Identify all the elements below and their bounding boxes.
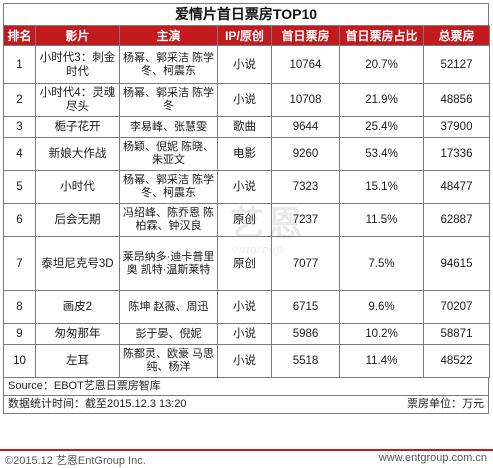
rank-cell: 9 [3, 323, 36, 345]
table-row: 9 匆匆那年 彭于晏、倪妮 小说 5986 10.2% 58871 [3, 323, 490, 345]
share-cell: 11.5% [339, 203, 424, 237]
share-cell: 25.4% [339, 116, 424, 138]
total-cell: 17336 [423, 137, 490, 171]
first-day-cell: 5518 [271, 344, 340, 378]
table-title: 爱情片首日票房TOP10 [3, 3, 489, 25]
brand-divider [0, 449, 493, 451]
first-day-cell: 7077 [271, 236, 340, 291]
stat-row: 数据统计时间：截至2015.12.3 13:20 票房单位：万元 [3, 396, 489, 414]
share-cell: 9.6% [339, 290, 424, 324]
share-cell: 15.1% [339, 170, 424, 204]
header-total: 总票房 [423, 25, 490, 46]
stat-time: 数据统计时间：截至2015.12.3 13:20 [8, 398, 187, 410]
total-cell: 58871 [423, 323, 490, 345]
table-row: 10 左耳 陈都灵、欧豪 马思纯、杨洋 小说 5518 11.4% 48522 [3, 344, 490, 378]
header-film: 影片 [35, 25, 120, 46]
total-cell: 37900 [423, 116, 490, 138]
ip-cell: 小说 [217, 170, 272, 204]
unit-note: 票房单位：万元 [407, 398, 484, 410]
table-row: 1 小时代3：刺金时代 杨幂、郭采洁 陈学冬、柯震东 小说 10764 20.7% 5212… [3, 45, 490, 84]
total-cell: 48522 [423, 344, 490, 378]
first-day-cell: 10764 [271, 45, 340, 84]
first-day-cell: 7323 [271, 170, 340, 204]
first-day-cell: 9644 [271, 116, 340, 138]
cast-cell: 杨幂、郭采洁 陈学冬、柯震东 [119, 45, 218, 84]
rank-cell: 8 [3, 290, 36, 324]
copyright-text: ©2015.12 艺恩EntGroup Inc. [5, 455, 146, 467]
cast-cell: 李易峰、张慧雯 [119, 116, 218, 138]
ip-cell: 歌曲 [217, 116, 272, 138]
header-rank: 排名 [3, 25, 36, 46]
total-cell: 94615 [423, 236, 490, 291]
first-day-cell: 5986 [271, 323, 340, 345]
rank-cell: 6 [3, 203, 36, 237]
film-cell: 栀子花开 [35, 116, 120, 138]
cast-cell: 杨幂、郭采洁 陈学冬 [119, 83, 218, 117]
box-office-table: 排名 影片 主演 IP/原创 首日票房 首日票房占比 总票房 1 小时代3：刺金时… [3, 25, 490, 378]
total-cell: 52127 [423, 45, 490, 84]
table-row: 5 小时代 杨幂、郭采洁 陈学冬、柯震东 小说 7323 15.1% 48477 [3, 170, 490, 204]
film-cell: 小时代4：灵魂尽头 [35, 83, 120, 117]
header-share: 首日票房占比 [339, 25, 424, 46]
total-cell: 62887 [423, 203, 490, 237]
film-cell: 小时代 [35, 170, 120, 204]
header-first-day: 首日票房 [271, 25, 340, 46]
ip-cell: 小说 [217, 323, 272, 345]
share-cell: 10.2% [339, 323, 424, 345]
rank-cell: 10 [3, 344, 36, 378]
first-day-cell: 10708 [271, 83, 340, 117]
share-cell: 20.7% [339, 45, 424, 84]
share-cell: 21.9% [339, 83, 424, 117]
table-row: 6 后会无期 冯绍峰、陈乔恩 陈柏霖、钟汉良 原创 7237 11.5% 62887 [3, 203, 490, 237]
ip-cell: 小说 [217, 83, 272, 117]
rank-cell: 2 [3, 83, 36, 117]
total-cell: 70207 [423, 290, 490, 324]
table-row: 8 画皮2 陈坤 赵薇、周迅 小说 6715 9.6% 70207 [3, 290, 490, 324]
table-row: 7 泰坦尼克号3D 莱昂纳多·迪卡普里奥 凯特·温斯莱特 原创 7077 7.5% 9461… [3, 236, 490, 291]
rank-cell: 7 [3, 236, 36, 291]
rank-cell: 5 [3, 170, 36, 204]
film-cell: 新娘大作战 [35, 137, 120, 171]
cast-cell: 陈坤 赵薇、周迅 [119, 290, 218, 324]
share-cell: 53.4% [339, 137, 424, 171]
table-frame: 爱情片首日票房TOP10 排名 影片 主演 IP/原创 首日票房 首日票房占比 … [3, 3, 490, 414]
rank-cell: 1 [3, 45, 36, 84]
table-row: 3 栀子花开 李易峰、张慧雯 歌曲 9644 25.4% 37900 [3, 116, 490, 138]
ip-cell: 小说 [217, 290, 272, 324]
film-cell: 匆匆那年 [35, 323, 120, 345]
rank-cell: 3 [3, 116, 36, 138]
film-cell: 泰坦尼克号3D [35, 236, 120, 291]
cast-cell: 莱昂纳多·迪卡普里奥 凯特·温斯莱特 [119, 236, 218, 291]
ip-cell: 原创 [217, 236, 272, 291]
ip-cell: 电影 [217, 137, 272, 171]
ip-cell: 原创 [217, 203, 272, 237]
header-ip: IP/原创 [217, 25, 272, 46]
first-day-cell: 9260 [271, 137, 340, 171]
first-day-cell: 6715 [271, 290, 340, 324]
total-cell: 48856 [423, 83, 490, 117]
total-cell: 48477 [423, 170, 490, 204]
film-cell: 左耳 [35, 344, 120, 378]
first-day-cell: 7237 [271, 203, 340, 237]
rank-cell: 4 [3, 137, 36, 171]
website-link[interactable]: www.entgroup.com.cn [378, 452, 487, 464]
header-cast: 主演 [119, 25, 218, 46]
table-row: 2 小时代4：灵魂尽头 杨幂、郭采洁 陈学冬 小说 10708 21.9% 48856 [3, 83, 490, 117]
film-cell: 后会无期 [35, 203, 120, 237]
ip-cell: 小说 [217, 45, 272, 84]
share-cell: 11.4% [339, 344, 424, 378]
film-cell: 小时代3：刺金时代 [35, 45, 120, 84]
ip-cell: 小说 [217, 344, 272, 378]
cast-cell: 杨幂、郭采洁 陈学冬、柯震东 [119, 170, 218, 204]
table-row: 4 新娘大作战 杨颖、倪妮 陈晓、朱亚文 电影 9260 53.4% 17336 [3, 137, 490, 171]
header-row: 排名 影片 主演 IP/原创 首日票房 首日票房占比 总票房 [3, 25, 490, 46]
share-cell: 7.5% [339, 236, 424, 291]
source-note: Source：EBOT艺恩日票房智库 [3, 378, 489, 396]
cast-cell: 冯绍峰、陈乔恩 陈柏霖、钟汉良 [119, 203, 218, 237]
cast-cell: 彭于晏、倪妮 [119, 323, 218, 345]
cast-cell: 陈都灵、欧豪 马思纯、杨洋 [119, 344, 218, 378]
cast-cell: 杨颖、倪妮 陈晓、朱亚文 [119, 137, 218, 171]
film-cell: 画皮2 [35, 290, 120, 324]
